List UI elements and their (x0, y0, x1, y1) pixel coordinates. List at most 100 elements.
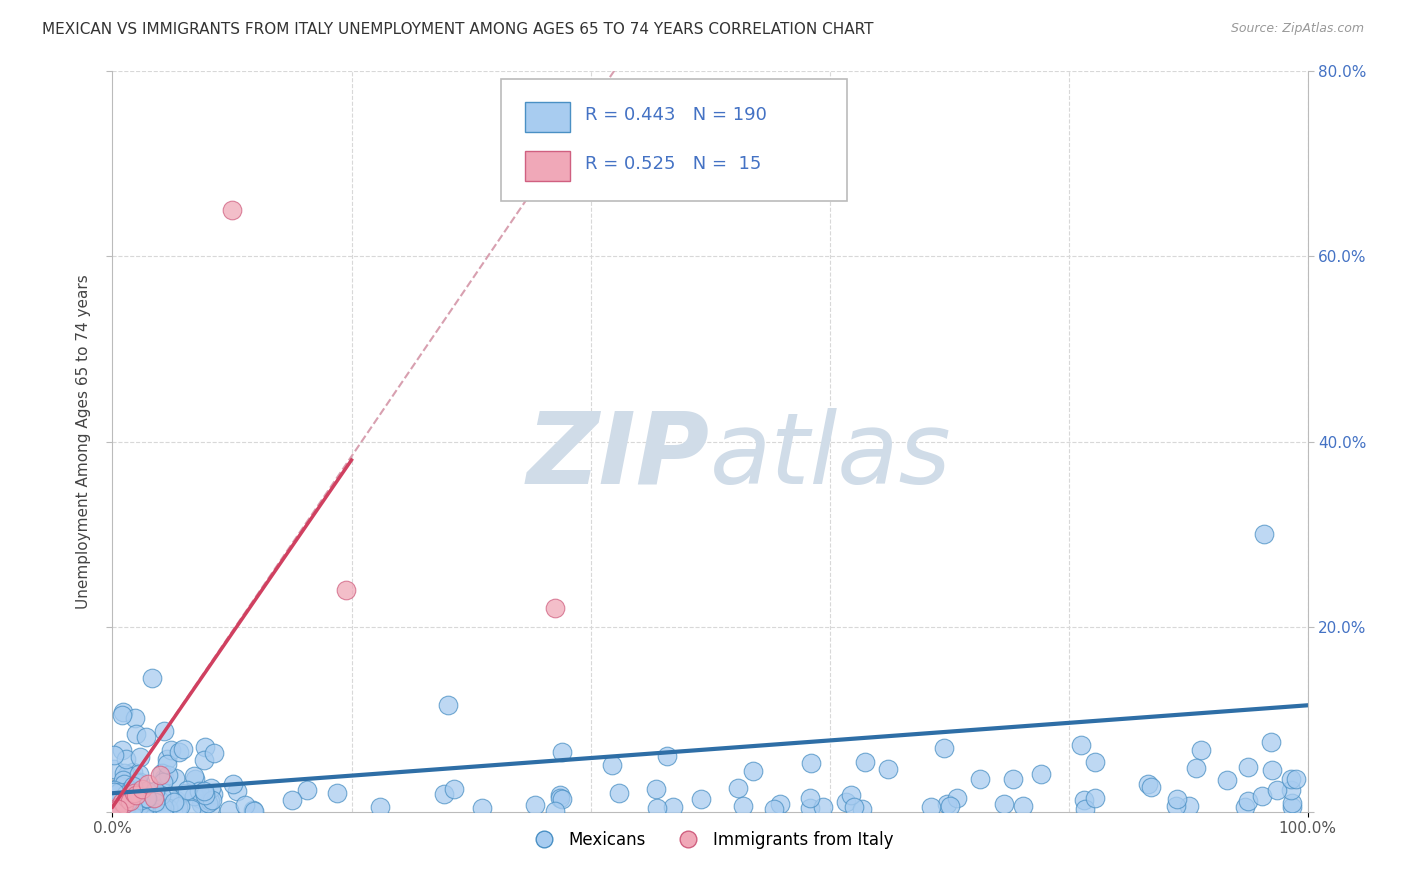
Point (152, 775, 174, 789)
Point (114, 797, 135, 812)
Point (993, 797, 1015, 811)
Point (115, 768, 138, 782)
Point (112, 795, 135, 809)
Point (120, 794, 142, 808)
Point (939, 798, 962, 813)
Point (1281, 796, 1303, 810)
Point (124, 711, 146, 725)
Point (157, 768, 180, 782)
Point (120, 779, 142, 793)
Point (107, 795, 129, 809)
Point (105, 801, 128, 815)
Point (842, 800, 865, 814)
Point (800, 756, 823, 771)
Point (112, 765, 135, 780)
Point (242, 803, 264, 817)
Point (143, 790, 166, 805)
Point (1251, 789, 1274, 803)
Point (159, 743, 181, 757)
Point (1237, 794, 1260, 808)
Point (1178, 798, 1201, 813)
Text: atlas: atlas (710, 408, 952, 505)
Point (188, 784, 211, 798)
Point (443, 781, 465, 796)
Point (157, 801, 180, 815)
Point (120, 804, 142, 818)
Point (125, 788, 148, 802)
Point (136, 790, 159, 805)
FancyBboxPatch shape (524, 152, 571, 181)
Point (1139, 780, 1161, 795)
Point (969, 772, 991, 786)
Point (132, 802, 155, 816)
Point (945, 790, 967, 805)
Point (163, 795, 186, 809)
Point (201, 788, 224, 802)
Point (920, 800, 942, 814)
Point (655, 748, 678, 763)
Y-axis label: Unemployment Among Ages 65 to 74 years: Unemployment Among Ages 65 to 74 years (76, 274, 91, 609)
Point (103, 762, 125, 776)
Point (110, 787, 132, 801)
Point (105, 800, 128, 814)
Point (132, 802, 155, 816)
Point (117, 795, 139, 809)
Point (193, 783, 215, 797)
Point (125, 727, 148, 741)
Point (141, 791, 163, 805)
Point (143, 795, 166, 809)
Point (198, 800, 221, 814)
Point (122, 765, 145, 780)
Point (877, 763, 900, 777)
Point (115, 790, 138, 805)
Point (131, 781, 153, 796)
Point (551, 745, 574, 759)
Point (132, 795, 155, 809)
Point (851, 802, 873, 816)
Point (104, 789, 127, 803)
Point (183, 769, 205, 783)
Point (155, 757, 177, 772)
Point (742, 764, 765, 779)
Point (1084, 755, 1107, 769)
Point (197, 797, 219, 811)
Point (115, 751, 138, 765)
Point (149, 788, 172, 802)
Point (335, 582, 357, 597)
Point (139, 798, 162, 813)
Point (165, 772, 187, 786)
Point (1184, 761, 1206, 775)
Point (111, 743, 134, 757)
Point (156, 752, 179, 766)
Point (839, 788, 862, 802)
Point (281, 793, 304, 807)
Point (1279, 783, 1302, 797)
Point (128, 767, 150, 781)
Point (117, 794, 139, 808)
Text: ZIP: ZIP (527, 408, 710, 505)
Point (142, 795, 165, 809)
Point (733, 798, 755, 813)
Point (225, 784, 247, 798)
Point (1001, 772, 1024, 786)
Point (1031, 766, 1053, 780)
Point (769, 797, 792, 812)
Point (544, 804, 567, 818)
Point (153, 723, 176, 738)
Point (103, 795, 125, 809)
Point (103, 784, 125, 798)
Point (543, 601, 565, 615)
Point (128, 797, 150, 812)
Point (129, 775, 152, 789)
Point (150, 804, 173, 818)
Point (661, 800, 683, 814)
Point (1070, 738, 1092, 752)
Point (1265, 783, 1288, 797)
Point (122, 786, 145, 800)
Point (149, 767, 172, 781)
Point (184, 772, 207, 786)
Point (112, 777, 135, 791)
Point (138, 777, 160, 791)
Point (1281, 799, 1303, 814)
Point (644, 782, 666, 797)
